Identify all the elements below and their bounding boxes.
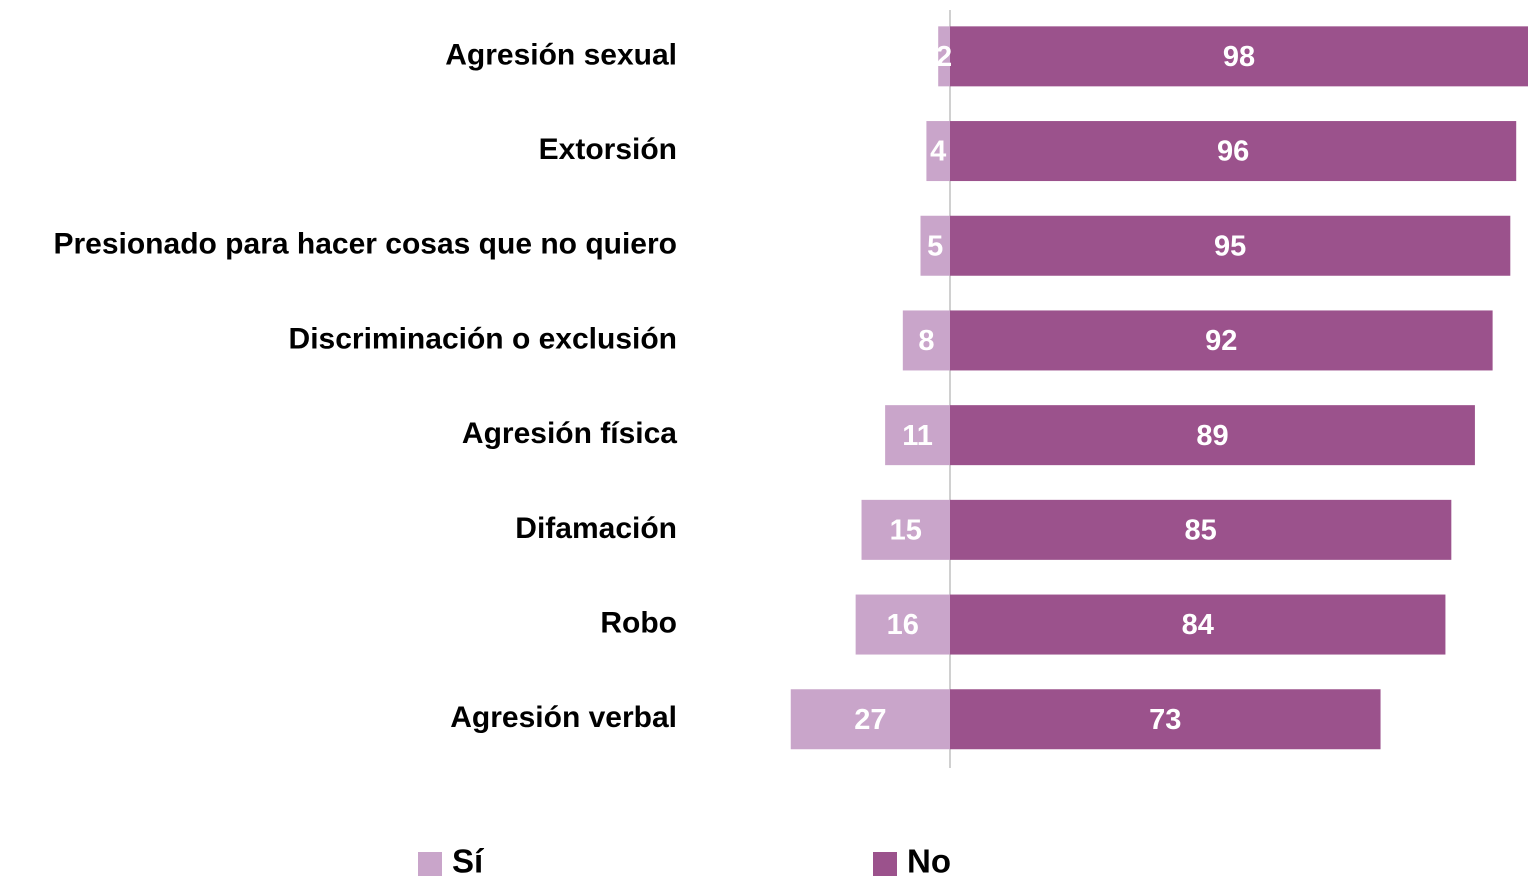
data-label: 96 bbox=[1217, 136, 1249, 168]
bar bbox=[855, 594, 950, 655]
category-label: Agresión verbal bbox=[450, 701, 677, 734]
bar bbox=[926, 121, 950, 182]
data-label: 27 bbox=[854, 704, 886, 736]
legend-label: No bbox=[907, 843, 951, 880]
data-label: 2 bbox=[936, 41, 952, 73]
bar bbox=[885, 405, 950, 466]
data-label: 15 bbox=[890, 515, 922, 547]
data-label: 89 bbox=[1196, 420, 1228, 452]
bar bbox=[861, 499, 950, 560]
bar bbox=[920, 215, 950, 276]
data-label: 73 bbox=[1149, 704, 1181, 736]
bar bbox=[950, 689, 1381, 750]
category-label: Agresión física bbox=[462, 417, 677, 450]
bar bbox=[938, 26, 950, 87]
bar bbox=[950, 121, 1517, 182]
data-label: 92 bbox=[1205, 325, 1237, 357]
data-label: 16 bbox=[887, 609, 919, 641]
legend-swatch bbox=[873, 852, 897, 876]
bar bbox=[950, 26, 1528, 87]
bar bbox=[902, 310, 950, 371]
category-label: Discriminación o exclusión bbox=[289, 322, 677, 355]
legend-label: Sí bbox=[452, 843, 485, 880]
bar bbox=[950, 215, 1511, 276]
bar bbox=[950, 310, 1493, 371]
category-label: Extorsión bbox=[539, 133, 677, 166]
bar bbox=[950, 405, 1475, 466]
legend-swatch bbox=[418, 852, 442, 876]
data-label: 95 bbox=[1214, 230, 1246, 262]
category-label: Difamación bbox=[515, 512, 677, 545]
bar bbox=[790, 689, 950, 750]
data-label: 84 bbox=[1182, 609, 1214, 641]
data-label: 98 bbox=[1223, 41, 1255, 73]
category-label: Agresión sexual bbox=[445, 38, 677, 71]
category-label: Presionado para hacer cosas que no quier… bbox=[53, 228, 677, 261]
data-label: 85 bbox=[1185, 515, 1217, 547]
bar bbox=[950, 594, 1446, 655]
bar bbox=[950, 499, 1452, 560]
data-label: 5 bbox=[927, 230, 943, 262]
category-label: Robo bbox=[600, 606, 677, 639]
data-label: 4 bbox=[930, 136, 946, 168]
data-label: 11 bbox=[902, 420, 933, 452]
data-label: 8 bbox=[918, 325, 934, 357]
